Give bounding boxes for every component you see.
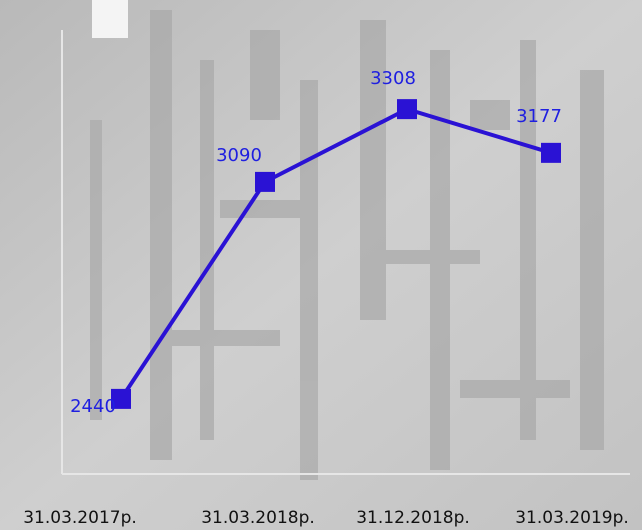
data-label: 3090 [216,145,262,166]
marker [541,142,561,163]
x-tick-label: 31.03.2018р. [201,508,315,528]
background-texture [90,10,604,480]
line [119,106,552,400]
x-tick-label: 31.03.2017р. [23,508,137,528]
x-tick-label: 31.12.2018р. [356,508,470,528]
data-label: 2440 [70,396,116,417]
marker [255,171,275,192]
marker [397,99,417,120]
overlay-box [92,0,128,38]
data-label: 3308 [370,68,416,89]
x-tick-label: 31.03.2019р. [515,508,629,528]
marker [111,388,131,409]
data-label: 3177 [516,106,562,127]
